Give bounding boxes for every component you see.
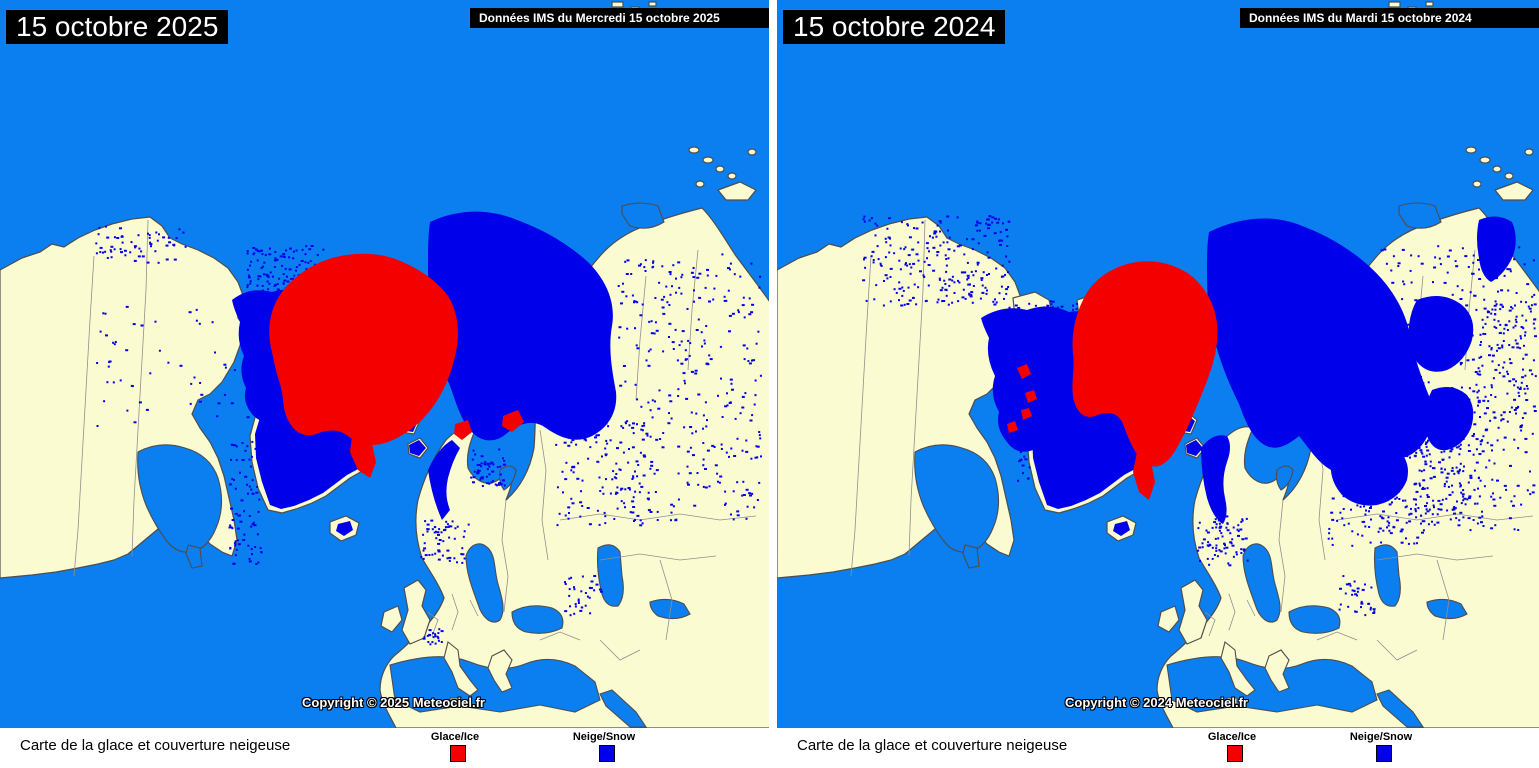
data-source-banner: Données IMS du Mercredi 15 octobre 2025: [470, 8, 769, 28]
snow-swatch: [599, 745, 615, 762]
map-panel-2024: 15 octobre 2024 Données IMS du Mardi 15 …: [777, 0, 1539, 728]
ice-layer-2025: [269, 253, 524, 478]
map-caption: Carte de la glace et couverture neigeuse: [797, 737, 1068, 754]
ice-snow-map-2024: [777, 0, 1539, 728]
copyright-watermark: Copyright © 2025 Meteociel.fr: [302, 695, 485, 710]
ice-layer-2024: [1007, 261, 1218, 500]
legend-label-snow: Neige/Snow: [572, 731, 636, 743]
ice-swatch: [1227, 745, 1243, 762]
snow-swatch: [1376, 745, 1392, 762]
legend-label-snow: Neige/Snow: [1349, 731, 1413, 743]
legend-label-ice: Glace/Ice: [430, 731, 480, 743]
snow-layer-2025: [95, 211, 762, 646]
map-date-title: 15 octobre 2024: [783, 10, 1006, 44]
data-source-banner: Données IMS du Mardi 15 octobre 2024: [1240, 8, 1539, 28]
legend-strip: Carte de la glace et couverture neigeuse…: [0, 728, 1539, 768]
ice-swatch: [450, 745, 466, 762]
map-caption: Carte de la glace et couverture neigeuse: [20, 737, 291, 754]
map-date-title: 15 octobre 2025: [6, 10, 229, 44]
map-panel-2025: 15 octobre 2025 Données IMS du Mercredi …: [0, 0, 769, 728]
legend-label-ice: Glace/Ice: [1207, 731, 1257, 743]
copyright-watermark: Copyright © 2024 Meteociel.fr: [1065, 695, 1248, 710]
ice-snow-map-2025: [0, 0, 769, 728]
